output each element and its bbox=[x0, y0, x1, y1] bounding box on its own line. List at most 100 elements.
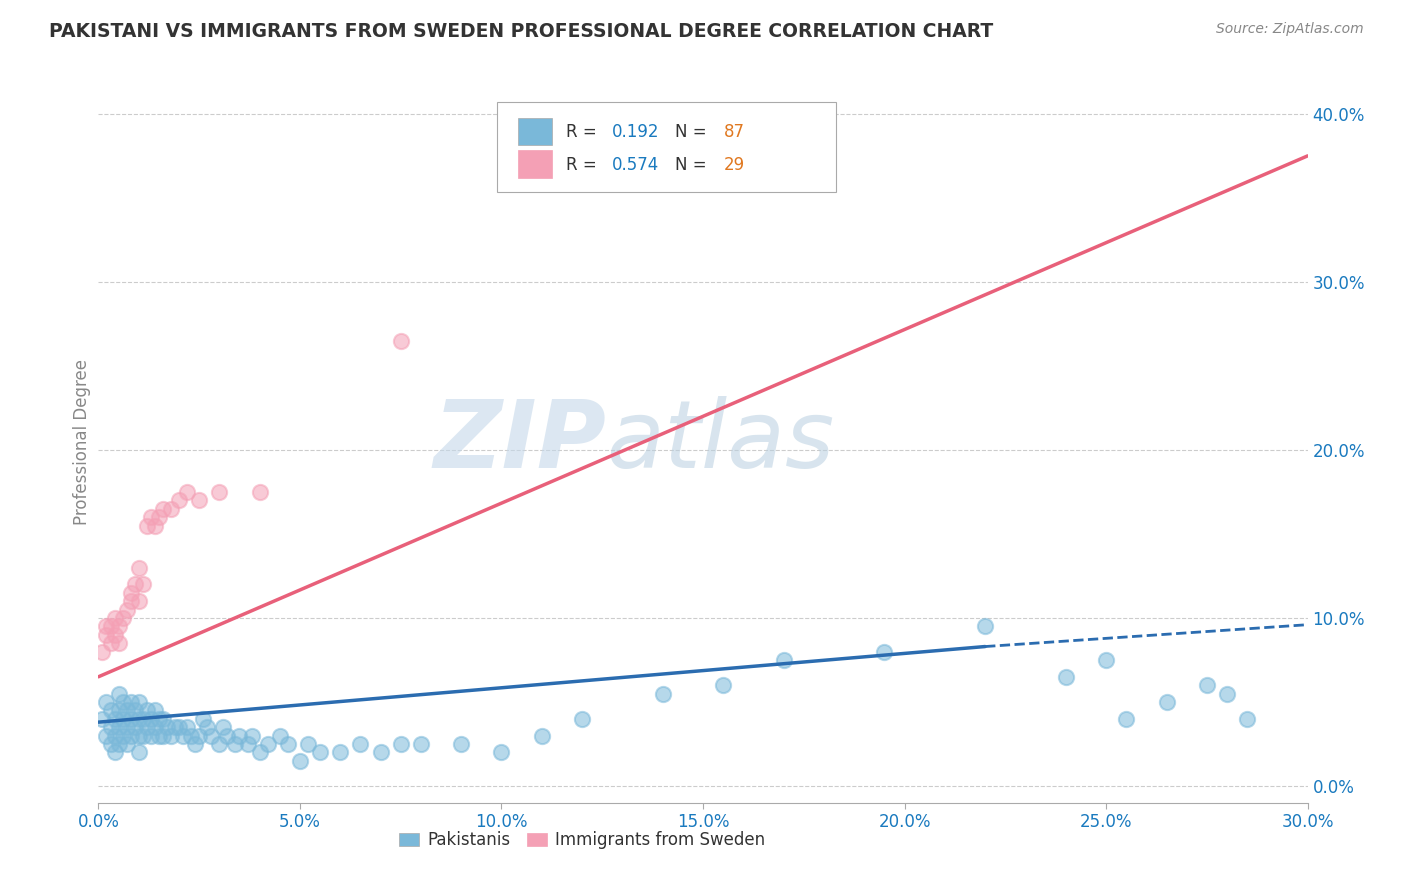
Point bbox=[120, 586, 142, 600]
Point bbox=[96, 619, 118, 633]
Point bbox=[491, 745, 513, 759]
Point bbox=[132, 729, 155, 743]
Point bbox=[188, 493, 211, 508]
Point bbox=[100, 720, 122, 734]
Point bbox=[103, 611, 125, 625]
Point bbox=[143, 518, 166, 533]
Point bbox=[1236, 712, 1258, 726]
Point bbox=[180, 729, 202, 743]
Point bbox=[103, 729, 125, 743]
Point bbox=[148, 712, 170, 726]
Point bbox=[128, 712, 150, 726]
FancyBboxPatch shape bbox=[498, 102, 837, 193]
Point bbox=[200, 729, 222, 743]
Point bbox=[107, 636, 129, 650]
Point bbox=[124, 577, 146, 591]
Point bbox=[269, 729, 291, 743]
Text: PAKISTANI VS IMMIGRANTS FROM SWEDEN PROFESSIONAL DEGREE CORRELATION CHART: PAKISTANI VS IMMIGRANTS FROM SWEDEN PROF… bbox=[49, 22, 994, 41]
Point bbox=[176, 485, 198, 500]
Point bbox=[96, 729, 118, 743]
Point bbox=[111, 611, 134, 625]
Point bbox=[100, 619, 122, 633]
Text: 0.192: 0.192 bbox=[613, 123, 659, 141]
Point bbox=[91, 712, 114, 726]
Point bbox=[772, 653, 794, 667]
Text: 87: 87 bbox=[724, 123, 745, 141]
Point bbox=[208, 485, 231, 500]
Point bbox=[256, 737, 278, 751]
Point bbox=[224, 737, 246, 751]
Point bbox=[188, 729, 211, 743]
FancyBboxPatch shape bbox=[517, 118, 553, 145]
Point bbox=[389, 334, 412, 348]
Point bbox=[409, 737, 432, 751]
Point bbox=[128, 560, 150, 574]
Point bbox=[115, 703, 138, 717]
Point bbox=[228, 729, 250, 743]
Point bbox=[277, 737, 299, 751]
Point bbox=[873, 644, 896, 658]
Point bbox=[711, 678, 734, 692]
Point bbox=[974, 619, 997, 633]
Point bbox=[152, 712, 174, 726]
Point bbox=[152, 501, 174, 516]
Point bbox=[128, 594, 150, 608]
Point bbox=[1115, 712, 1137, 726]
Text: R =: R = bbox=[567, 156, 602, 174]
Point bbox=[389, 737, 412, 751]
Point bbox=[167, 493, 190, 508]
Point bbox=[1156, 695, 1178, 709]
FancyBboxPatch shape bbox=[517, 151, 553, 178]
Point bbox=[135, 720, 157, 734]
Point bbox=[309, 745, 332, 759]
Point bbox=[128, 695, 150, 709]
Point bbox=[120, 729, 142, 743]
Point bbox=[139, 712, 162, 726]
Point bbox=[96, 695, 118, 709]
Y-axis label: Professional Degree: Professional Degree bbox=[73, 359, 91, 524]
Point bbox=[163, 720, 186, 734]
Point bbox=[1054, 670, 1077, 684]
Point bbox=[115, 602, 138, 616]
Point bbox=[143, 703, 166, 717]
Text: Source: ZipAtlas.com: Source: ZipAtlas.com bbox=[1216, 22, 1364, 37]
Point bbox=[135, 703, 157, 717]
Point bbox=[160, 501, 183, 516]
Point bbox=[120, 695, 142, 709]
Point bbox=[96, 628, 118, 642]
Point bbox=[103, 628, 125, 642]
Text: ZIP: ZIP bbox=[433, 395, 606, 488]
Point bbox=[329, 745, 352, 759]
Point bbox=[139, 729, 162, 743]
Point bbox=[148, 510, 170, 524]
Point bbox=[571, 712, 593, 726]
Point bbox=[212, 720, 235, 734]
Point bbox=[160, 729, 183, 743]
Point bbox=[103, 745, 125, 759]
Point bbox=[217, 729, 239, 743]
Point bbox=[208, 737, 231, 751]
Point bbox=[249, 745, 271, 759]
Point bbox=[128, 729, 150, 743]
Point bbox=[115, 720, 138, 734]
Point bbox=[297, 737, 319, 751]
Point bbox=[107, 737, 129, 751]
Point bbox=[148, 729, 170, 743]
Point bbox=[120, 712, 142, 726]
Point bbox=[139, 510, 162, 524]
Point bbox=[651, 687, 673, 701]
Point bbox=[152, 729, 174, 743]
Point bbox=[107, 703, 129, 717]
Point bbox=[111, 729, 134, 743]
Point bbox=[111, 712, 134, 726]
Text: atlas: atlas bbox=[606, 396, 835, 487]
Point bbox=[135, 518, 157, 533]
Point bbox=[240, 729, 263, 743]
Point bbox=[530, 729, 553, 743]
Point bbox=[132, 577, 155, 591]
Text: N =: N = bbox=[675, 156, 711, 174]
Point bbox=[1216, 687, 1239, 701]
Point bbox=[172, 729, 194, 743]
Point bbox=[249, 485, 271, 500]
Point bbox=[124, 703, 146, 717]
